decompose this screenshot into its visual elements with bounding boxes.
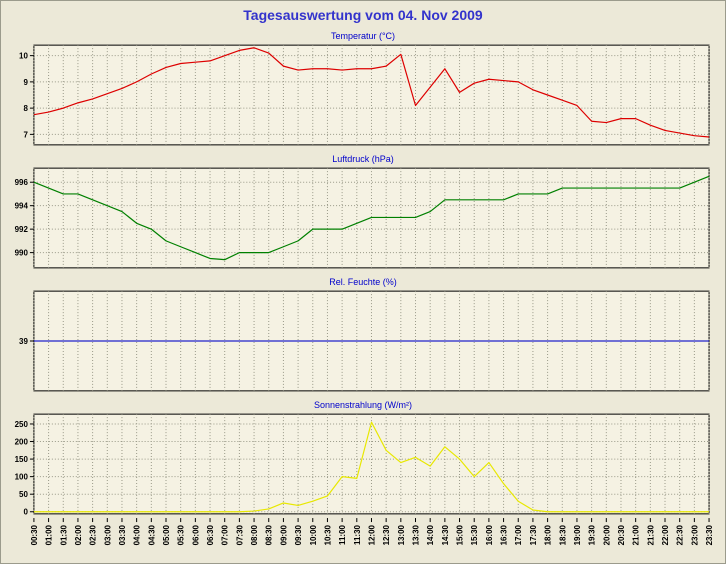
x-tick-label: 02:30 [89,524,98,545]
x-tick-label: 16:00 [485,524,494,545]
x-tick-label: 04:00 [133,524,142,545]
x-tick-label: 17:30 [529,524,538,545]
pressure-plot: 996 994 992 990 [15,167,710,269]
chart-block-radiation: Sonnenstrahlung (W/m²) 250 200 150 100 50 0 [1,399,725,517]
x-tick-label: 20:00 [602,524,611,545]
x-tick-label: 10:00 [309,524,318,545]
x-axis-labels: 00:30 01:00 01:30 02:00 02:30 03:00 03:30 04:00… [30,518,714,545]
x-tick-label: 00:30 [30,524,39,545]
chart-block-humidity: Rel. Feuchte (%) 39 [1,276,725,394]
x-tick-label: 03:30 [118,524,127,545]
temperature-plot: 10 9 8 7 [19,44,710,146]
page-title: Tagesauswertung vom 04. Nov 2009 [243,7,483,23]
chart-title-radiation: Sonnenstrahlung (W/m²) [313,400,413,410]
x-tick-label: 23:00 [690,524,699,545]
x-tick-label: 13:00 [397,524,406,545]
x-tick-label: 20:30 [617,524,626,545]
y-tick-label: 150 [15,455,29,464]
x-tick-label: 18:30 [558,524,567,545]
x-tick-label: 01:00 [45,524,54,545]
chart-title-pressure: Luftdruck (hPa) [332,154,394,164]
plot-area [33,413,710,515]
x-tick-label: 07:30 [235,524,244,545]
y-tick-label: 200 [15,438,29,447]
x-tick-label: 06:30 [206,524,215,545]
y-tick-label: 992 [15,225,29,234]
x-tick-label: 02:00 [74,524,83,545]
plot-area [33,44,710,146]
y-tick-label: 8 [23,104,28,113]
x-tick-label: 09:30 [294,524,303,545]
x-tick-label: 12:30 [382,524,391,545]
x-tick-label: 16:30 [500,524,509,545]
x-tick-label: 19:30 [588,524,597,545]
x-tick-label: 09:00 [279,524,288,545]
x-tick-label: 13:30 [411,524,420,545]
chart-block-temperature: Temperatur (°C) 10 9 8 7 [1,30,725,148]
x-tick-label: 22:30 [676,524,685,545]
y-tick-label: 9 [23,78,28,87]
chart-block-pressure: Luftdruck (hPa) 996 994 992 990 [1,153,725,271]
y-tick-label: 994 [15,202,29,211]
x-tick-label: 14:00 [426,524,435,545]
x-tick-label: 12:00 [367,524,376,545]
x-tick-label: 07:00 [221,524,230,545]
y-tick-label: 250 [15,420,29,429]
x-tick-label: 17:00 [514,524,523,545]
x-tick-label: 18:00 [544,524,553,545]
gridlines [33,168,710,268]
temperature-line [33,47,710,138]
y-tick-label: 0 [23,508,28,517]
x-tick-label: 04:30 [147,524,156,545]
y-tick-label: 990 [15,249,29,258]
y-tick-label: 39 [19,337,28,346]
chart-title-humidity: Rel. Feuchte (%) [329,277,397,287]
gridlines [33,45,710,145]
y-tick-label: 100 [15,473,29,482]
x-tick-label: 23:30 [705,524,714,545]
x-tick-label: 15:00 [456,524,465,545]
x-tick-label: 01:30 [59,524,68,545]
radiation-plot: 250 200 150 100 50 0 [15,413,710,517]
x-tick-label: 03:00 [103,524,112,545]
x-tick-label: 11:30 [353,524,362,545]
y-tick-label: 10 [19,52,28,61]
radiation-line [33,421,710,513]
x-tick-label: 19:00 [573,524,582,545]
y-tick-label: 50 [19,490,28,499]
y-tick-label: 7 [23,130,28,139]
humidity-plot: 39 [19,290,710,392]
x-tick-label: 08:30 [265,524,274,545]
x-tick-label: 21:30 [646,524,655,545]
pressure-line [33,175,710,261]
x-tick-label: 05:00 [162,524,171,545]
x-tick-label: 06:00 [191,524,200,545]
x-tick-label: 05:30 [177,524,186,545]
x-tick-label: 15:30 [470,524,479,545]
x-tick-label: 21:00 [632,524,641,545]
x-tick-label: 11:00 [338,524,347,545]
x-tick-label: 22:00 [661,524,670,545]
y-tick-label: 996 [15,178,29,187]
x-tick-label: 14:30 [441,524,450,545]
x-tick-label: 08:00 [250,524,259,545]
chart-title-temperature: Temperatur (°C) [330,31,396,41]
x-tick-label: 10:30 [323,524,332,545]
